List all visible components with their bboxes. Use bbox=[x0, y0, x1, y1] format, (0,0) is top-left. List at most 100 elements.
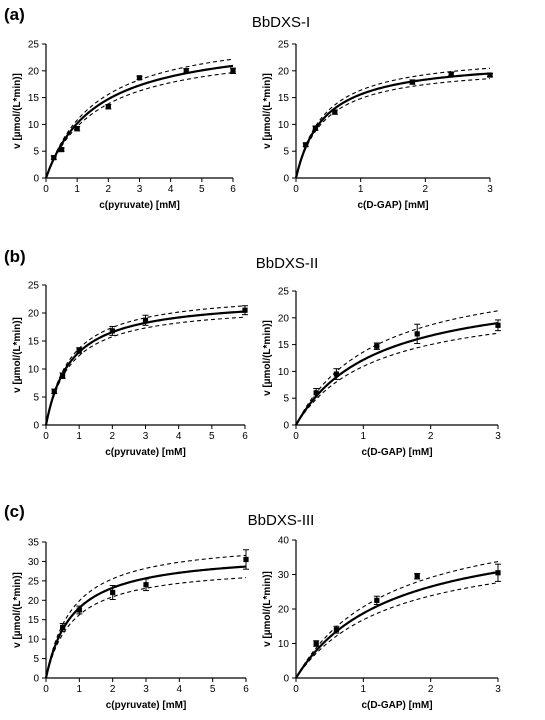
x-tick-label: 4 bbox=[177, 684, 183, 695]
chart-1: 0 1 2 3 0 5 10 15 20 25 c(D-GAP) [mM] v [µmol/(L*mi… bbox=[262, 40, 493, 212]
data-point bbox=[414, 331, 420, 337]
x-tick-label: 6 bbox=[243, 684, 249, 695]
data-point bbox=[51, 388, 57, 394]
ci-lower-line bbox=[45, 72, 234, 179]
fit-line bbox=[295, 571, 499, 679]
data-point bbox=[60, 624, 66, 631]
y-tick-label: 5 bbox=[33, 654, 39, 665]
y-tick-label: 15 bbox=[28, 615, 40, 626]
x-tick-label: 0 bbox=[43, 684, 49, 695]
y-tick-label: 0 bbox=[33, 674, 39, 685]
panel-title-a: BbDXS-I bbox=[252, 14, 310, 31]
y-axis-label: v [µmol/(L*min)] bbox=[12, 73, 23, 149]
y-tick-label: 15 bbox=[278, 93, 290, 104]
y-tick-label: 5 bbox=[33, 393, 39, 404]
data-point bbox=[109, 328, 115, 334]
data-point bbox=[374, 597, 380, 603]
x-tick-label: 5 bbox=[199, 184, 205, 195]
panel-letter-c: (c) bbox=[4, 502, 25, 521]
data-point bbox=[51, 155, 57, 161]
y-tick-label: 10 bbox=[278, 367, 290, 378]
panel-title-b: BbDXS-II bbox=[256, 255, 319, 272]
data-point bbox=[495, 322, 501, 328]
y-tick-label: 30 bbox=[278, 570, 290, 581]
y-tick-label: 20 bbox=[28, 596, 40, 607]
ci-lower-line bbox=[295, 332, 499, 426]
ci-upper-line bbox=[295, 561, 499, 679]
y-tick-label: 5 bbox=[283, 147, 289, 158]
y-tick-label: 10 bbox=[278, 120, 290, 131]
y-tick-label: 0 bbox=[283, 421, 289, 432]
data-point bbox=[333, 627, 339, 633]
y-axis-label: v [µmol/(L*min)] bbox=[262, 320, 273, 396]
x-tick-label: 3 bbox=[495, 684, 501, 695]
data-point bbox=[495, 570, 501, 576]
data-point bbox=[333, 371, 339, 377]
x-tick-label: 2 bbox=[110, 431, 116, 442]
y-tick-label: 0 bbox=[283, 174, 289, 185]
data-point bbox=[374, 343, 380, 349]
y-tick-label: 15 bbox=[28, 337, 40, 348]
data-point bbox=[58, 146, 65, 153]
y-tick-label: 0 bbox=[33, 174, 39, 185]
y-tick-label: 25 bbox=[278, 40, 290, 51]
y-tick-label: 25 bbox=[278, 287, 290, 298]
x-tick-label: 3 bbox=[487, 184, 493, 195]
x-axis-label: c(pyruvate) [mM] bbox=[99, 200, 180, 211]
x-tick-label: 0 bbox=[43, 431, 49, 442]
data-point bbox=[143, 582, 149, 588]
data-point bbox=[74, 126, 80, 132]
y-axis-label: v [µmol/(L*min)] bbox=[262, 73, 273, 149]
x-axis-label: c(D-GAP) [mM] bbox=[357, 200, 428, 211]
data-point bbox=[105, 104, 111, 110]
chart-2: 0 1 2 3 4 5 6 0 5 10 15 20 25 c(pyruvate) [mM] v [µmol… bbox=[12, 281, 248, 459]
y-axis-label: v [µmol/(L*min)] bbox=[12, 572, 23, 648]
data-point bbox=[136, 75, 143, 81]
ci-upper-line bbox=[295, 67, 491, 179]
y-tick-label: 25 bbox=[28, 40, 40, 51]
x-tick-label: 0 bbox=[293, 431, 299, 442]
y-tick-label: 35 bbox=[28, 538, 40, 549]
y-tick-label: 25 bbox=[28, 281, 40, 292]
panel-title-c: BbDXS-III bbox=[248, 512, 315, 529]
data-point bbox=[409, 79, 415, 85]
y-tick-label: 20 bbox=[278, 605, 290, 616]
ci-lower-line bbox=[295, 582, 499, 679]
x-tick-label: 4 bbox=[168, 184, 174, 195]
data-point bbox=[313, 390, 319, 396]
data-point bbox=[242, 307, 248, 313]
data-point bbox=[243, 556, 249, 563]
x-tick-label: 2 bbox=[428, 431, 434, 442]
fit-line bbox=[294, 72, 491, 179]
chart-0: 0 1 2 3 4 5 6 0 5 10 15 20 25 c(pyruvate) [mM] v [µmol… bbox=[12, 40, 236, 212]
y-tick-label: 20 bbox=[28, 66, 40, 77]
data-point bbox=[142, 317, 149, 323]
x-axis-label: c(pyruvate) [mM] bbox=[105, 447, 186, 458]
y-tick-label: 10 bbox=[28, 365, 40, 376]
data-point bbox=[313, 640, 319, 647]
y-tick-label: 20 bbox=[278, 313, 290, 324]
x-tick-label: 1 bbox=[74, 184, 80, 195]
data-point bbox=[448, 71, 454, 77]
y-tick-label: 0 bbox=[283, 674, 289, 685]
y-axis-label: v [µmol/(L*min)] bbox=[12, 317, 23, 393]
y-tick-label: 20 bbox=[278, 66, 290, 77]
chart-3: 0 1 2 3 0 5 10 15 20 25 c(D-GAP) [mM] v [µmol/(L*mi… bbox=[262, 287, 501, 459]
data-point bbox=[59, 373, 66, 379]
x-tick-label: 0 bbox=[293, 684, 299, 695]
y-tick-label: 10 bbox=[28, 635, 40, 646]
x-tick-label: 2 bbox=[106, 184, 112, 195]
x-tick-label: 6 bbox=[242, 431, 248, 442]
data-point bbox=[110, 589, 116, 596]
data-point bbox=[76, 607, 82, 613]
x-axis-label: c(pyruvate) [mM] bbox=[106, 700, 187, 711]
data-point bbox=[183, 68, 189, 74]
x-tick-label: 2 bbox=[428, 684, 434, 695]
data-point bbox=[332, 109, 338, 115]
x-tick-label: 6 bbox=[230, 184, 236, 195]
x-tick-label: 2 bbox=[110, 684, 116, 695]
y-tick-label: 20 bbox=[28, 309, 40, 320]
